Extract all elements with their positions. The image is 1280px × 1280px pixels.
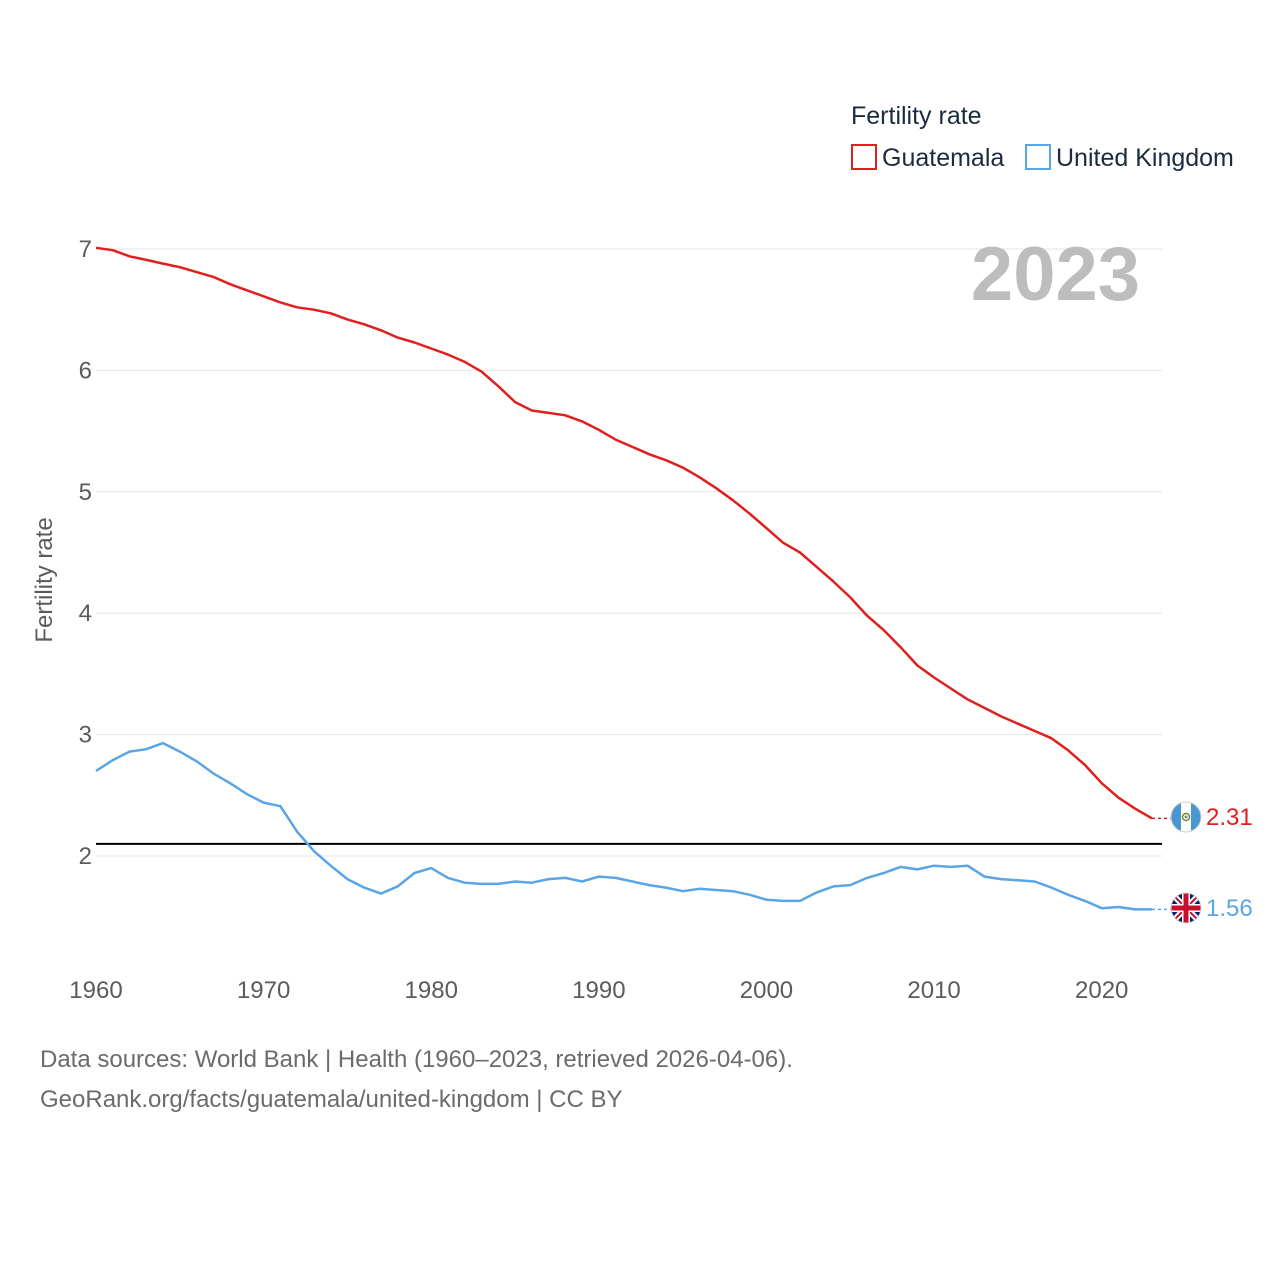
x-tick-label-1980: 1980: [405, 977, 458, 1004]
series-lines: [95, 246, 1172, 911]
grid-lines: [96, 248, 1162, 857]
uk-flag-icon: [1170, 892, 1202, 924]
legend: Fertility rate Guatemala United Kingdom: [851, 102, 1234, 172]
legend-item-united-kingdom[interactable]: United Kingdom: [1025, 144, 1234, 172]
y-axis-title: Fertility rate: [31, 517, 58, 642]
x-tick-label-2010: 2010: [907, 977, 960, 1004]
y-axis-ticks: 2 3 4 5 6 7: [79, 236, 92, 870]
data-sources-text: Data sources: World Bank | Health (1960–…: [40, 1046, 793, 1073]
source-link[interactable]: GeoRank.org/facts/guatemala/united-kingd…: [40, 1086, 623, 1113]
y-tick-label-7: 7: [79, 236, 92, 263]
end-marker-united-kingdom: 1.56: [1170, 892, 1253, 924]
x-tick-label-2020: 2020: [1075, 977, 1128, 1004]
guatemala-flag-icon: [1170, 801, 1202, 833]
legend-item-guatemala[interactable]: Guatemala: [851, 144, 1004, 172]
x-tick-label-2000: 2000: [740, 977, 793, 1004]
y-tick-label-6: 6: [79, 357, 92, 384]
end-label-united-kingdom: 1.56: [1206, 895, 1253, 922]
y-tick-label-4: 4: [79, 600, 92, 627]
end-label-guatemala: 2.31: [1206, 804, 1253, 831]
x-tick-label-1960: 1960: [69, 977, 122, 1004]
y-tick-label-5: 5: [79, 479, 92, 506]
x-tick-label-1970: 1970: [237, 977, 290, 1004]
legend-label-united-kingdom: United Kingdom: [1056, 144, 1234, 172]
x-axis-ticks: 1960 1970 1980 1990 2000 2010 2020: [69, 977, 1128, 1004]
y-tick-label-3: 3: [79, 722, 92, 749]
legend-title: Fertility rate: [851, 102, 982, 130]
year-label: 2023: [971, 232, 1140, 317]
end-marker-guatemala: 2.31: [1170, 801, 1253, 833]
legend-label-guatemala: Guatemala: [882, 144, 1004, 172]
legend-swatch-united-kingdom: [1025, 144, 1051, 170]
series-line-guatemala: [95, 246, 1153, 820]
series-line-united-kingdom: [95, 741, 1152, 911]
footer: Data sources: World Bank | Health (1960–…: [40, 1040, 793, 1120]
legend-swatch-guatemala: [851, 144, 877, 170]
x-tick-label-1990: 1990: [572, 977, 625, 1004]
y-tick-label-2: 2: [79, 843, 92, 870]
